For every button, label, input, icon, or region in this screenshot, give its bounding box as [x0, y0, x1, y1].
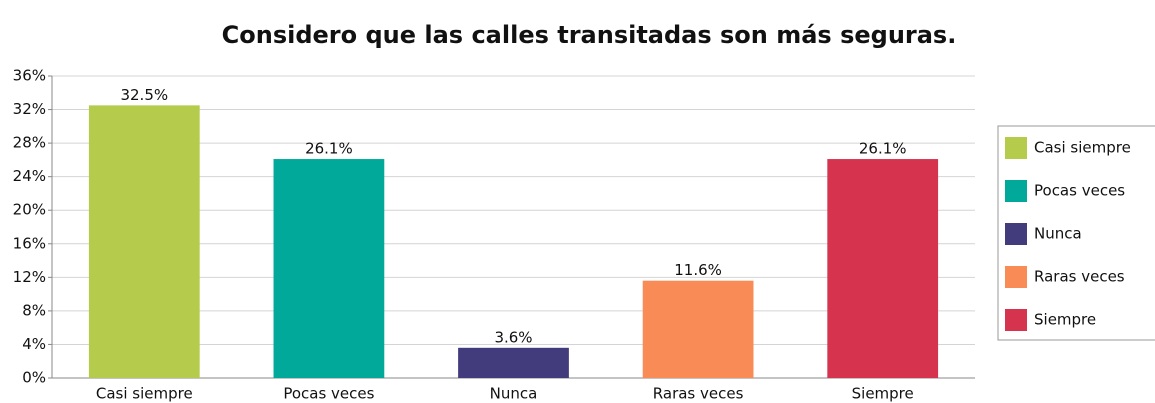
legend-label: Raras veces	[1034, 268, 1125, 286]
y-tick-label: 32%	[13, 100, 46, 118]
legend-swatch	[1005, 309, 1027, 331]
legend-swatch	[1005, 137, 1027, 159]
y-tick-label: 12%	[13, 268, 46, 286]
data-label: 32.5%	[120, 86, 168, 104]
legend-label: Nunca	[1034, 225, 1082, 243]
y-tick-label: 8%	[22, 301, 46, 319]
bar	[642, 280, 754, 378]
data-label: 26.1%	[305, 140, 353, 158]
legend-swatch	[1005, 223, 1027, 245]
x-tick-label: Raras veces	[653, 385, 744, 403]
y-tick-label: 24%	[13, 167, 46, 185]
y-tick-label: 28%	[13, 134, 46, 152]
y-tick-label: 16%	[13, 234, 46, 252]
legend-label: Casi siempre	[1034, 139, 1131, 157]
bar	[88, 105, 200, 378]
data-label: 11.6%	[674, 261, 722, 279]
y-tick-label: 20%	[13, 201, 46, 219]
legend-box	[997, 125, 1155, 341]
y-tick-label: 36%	[13, 67, 46, 85]
x-tick-label: Pocas veces	[283, 385, 374, 403]
chart-title: Considero que las calles transitadas son…	[222, 21, 957, 49]
data-label: 3.6%	[494, 328, 532, 346]
data-label: 26.1%	[859, 140, 907, 158]
bar	[273, 159, 385, 378]
bar	[827, 159, 939, 378]
x-tick-label: Casi siempre	[96, 385, 193, 403]
legend-label: Pocas veces	[1034, 182, 1125, 200]
legend-label: Siempre	[1034, 311, 1096, 329]
bar	[458, 347, 569, 378]
x-tick-label: Nunca	[490, 385, 538, 403]
legend-swatch	[1005, 266, 1027, 288]
x-tick-label: Siempre	[852, 385, 914, 403]
y-tick-label: 0%	[22, 369, 46, 387]
legend-swatch	[1005, 180, 1027, 202]
y-tick-label: 4%	[22, 335, 46, 353]
